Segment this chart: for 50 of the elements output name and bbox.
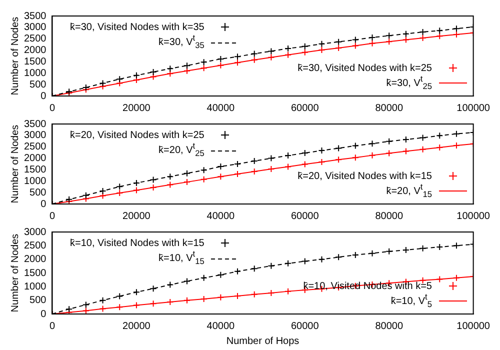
y-tick-label: 3000 [24, 226, 47, 238]
y-tick-label: 3500 [24, 118, 47, 130]
x-tick-label: 60000 [290, 320, 320, 332]
x-tick-label: 0 [49, 210, 56, 222]
legend-label: k̄=30, Visited Nodes with k=25 [298, 62, 432, 74]
y-tick-label: 500 [30, 295, 47, 306]
y-tick-label: 2000 [24, 254, 47, 266]
x-tick-label: 60000 [290, 210, 320, 222]
y-tick-label: 500 [30, 187, 47, 198]
y-tick-label: 3000 [24, 130, 47, 142]
x-tick-label: 20000 [122, 102, 151, 114]
y-tick-label: 3500 [24, 10, 47, 22]
x-tick-label: 20000 [122, 210, 151, 222]
y-tick-label: 2500 [24, 34, 47, 45]
legend-label: k̄=20, Visited Nodes with k=25 [70, 130, 204, 141]
y-tick-label: 0 [40, 90, 47, 102]
y-tick-label: 1000 [24, 68, 47, 79]
y-tick-label: 2000 [24, 45, 47, 56]
y-tick-label: 500 [30, 79, 47, 90]
y-tick-label: 0 [40, 308, 47, 320]
y-tick-label: 1000 [24, 176, 47, 187]
y-tick-label: 2000 [24, 153, 47, 164]
x-tick-label: 80000 [375, 320, 404, 332]
y-tick-label: 1500 [24, 164, 47, 176]
x-tick-label: 80000 [375, 102, 404, 114]
y-tick-label: 2500 [24, 240, 47, 252]
legend-label: k̄=30, Visited Nodes with k=35 [70, 22, 204, 33]
y-axis-title: Number of Nodes [10, 16, 21, 96]
legend-label: k̄=10, Visited Nodes with k=15 [70, 238, 204, 249]
x-tick-label: 100000 [456, 102, 490, 114]
y-tick-label: 3000 [24, 22, 47, 34]
legend-label: k̄=20, Visited Nodes with k=15 [298, 170, 432, 182]
y-tick-label: 1500 [24, 268, 47, 279]
x-tick-label: 40000 [206, 102, 236, 114]
y-tick-label: 1500 [24, 56, 47, 68]
x-tick-label: 80000 [375, 210, 404, 222]
y-axis-title: Number of Nodes [10, 124, 21, 204]
x-tick-label: 40000 [206, 320, 236, 332]
y-tick-label: 2500 [24, 142, 47, 153]
x-tick-label: 100000 [456, 210, 490, 222]
x-tick-label: 0 [49, 102, 56, 114]
y-tick-label: 1000 [24, 281, 47, 292]
x-axis-title: Number of Hops [226, 336, 300, 347]
y-axis-title: Number of Nodes [10, 234, 21, 312]
x-tick-label: 100000 [456, 320, 490, 332]
x-tick-label: 0 [49, 320, 56, 332]
x-tick-label: 20000 [122, 320, 151, 332]
x-tick-label: 40000 [206, 210, 236, 222]
y-tick-label: 0 [40, 198, 47, 210]
x-tick-label: 60000 [290, 102, 320, 114]
